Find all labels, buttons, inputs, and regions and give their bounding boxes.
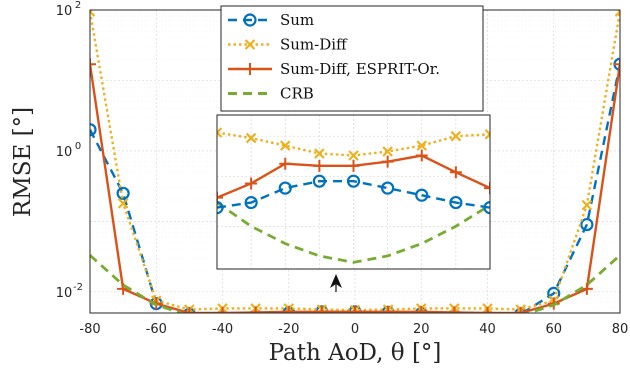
- inset-data-point-sum: [483, 201, 490, 215]
- legend-label: Sum: [280, 11, 314, 29]
- x-tick-label: 20: [413, 322, 430, 337]
- data-point-sum-diff-esprit-or: [614, 58, 620, 71]
- legend-label: CRB: [280, 85, 314, 103]
- data-point-sum-diff: [581, 199, 593, 211]
- inset-data-point-sum-diff-esprit-or: [279, 157, 292, 170]
- series-line-crb: [90, 254, 620, 313]
- x-tick-label: 0: [351, 322, 359, 337]
- inset-data-point-sum-diff: [416, 140, 428, 151]
- data-point-sum-diff: [90, 10, 96, 17]
- data-point-sum-diff-esprit-or: [349, 305, 361, 313]
- data-point-sum-diff-esprit-or: [514, 307, 527, 313]
- data-point-sum-diff: [614, 10, 620, 17]
- inset-data-point-sum-diff-esprit-or: [313, 159, 326, 172]
- inset-data-point-sum-diff-esprit-or: [449, 166, 462, 179]
- legend-label: Sum-Diff, ESPRIT-Or.: [280, 60, 440, 78]
- y-tick-label: 10: [56, 286, 73, 301]
- legend-label: Sum-Diff: [280, 36, 348, 54]
- legend-marker: [243, 13, 257, 27]
- inset-data-point-sum-diff: [348, 150, 359, 161]
- inset-data-point-sum-diff-esprit-or: [217, 191, 223, 204]
- y-tick-label: 10: [56, 4, 73, 19]
- inset-data-point-sum: [312, 174, 326, 188]
- x-tick-label: 40: [479, 322, 496, 337]
- x-tick-labels: -80 -60 -40 -20 0 20 40 60 80: [79, 322, 628, 337]
- data-point-sum-diff-esprit-or: [249, 306, 262, 313]
- data-point-sum-diff-esprit-or: [382, 305, 395, 313]
- inset-data-point-sum: [217, 201, 224, 215]
- zoom-arrow: [330, 274, 342, 292]
- legend-entry-sum-diff-esprit-or: Sum-Diff, ESPRIT-Or.: [228, 60, 440, 78]
- inset-data-point-sum: [244, 195, 258, 210]
- data-point-sum: [580, 217, 594, 232]
- y-axis-label: RMSE [°]: [10, 107, 36, 217]
- data-point-sum: [116, 186, 130, 200]
- inset-data-point-sum-diff: [484, 129, 490, 140]
- data-point-sum-diff-esprit-or: [481, 307, 494, 313]
- inset-series-layer: [217, 127, 490, 264]
- legend-entry-crb: CRB: [228, 85, 314, 103]
- inset-series-sum: [217, 174, 490, 215]
- inset-data-point-sum-diff: [382, 146, 393, 157]
- inset-data-point-sum-diff: [217, 127, 223, 138]
- inset-data-point-sum: [346, 174, 361, 188]
- y-tick-exponent: 2: [75, 0, 81, 11]
- x-tick-label: 80: [612, 322, 629, 337]
- x-axis-label: Path AoD, θ [°]: [269, 340, 442, 366]
- inset-series-sum-diff-esprit-or: [217, 149, 490, 204]
- legend-box: [220, 5, 484, 112]
- data-point-sum-diff-esprit-or: [282, 305, 295, 313]
- inset-data-point-sum: [415, 188, 429, 202]
- x-tick-label: -60: [146, 322, 167, 337]
- inset-data-point-sum-diff-esprit-or: [415, 149, 428, 162]
- inset-data-point-sum-diff: [450, 130, 462, 142]
- data-point-sum-diff-esprit-or: [183, 307, 196, 313]
- inset-data-point-sum: [278, 181, 292, 195]
- inset-data-point-sum-diff: [314, 148, 325, 159]
- y-tick-label: 10: [56, 145, 73, 160]
- inset-series-crb: [217, 201, 490, 264]
- legend-marker: [244, 63, 256, 75]
- series-layer: [90, 10, 620, 313]
- legend-entry-sum-diff: Sum-Diff: [228, 36, 348, 54]
- inset-data-point-sum-diff-esprit-or: [245, 177, 258, 190]
- data-point-sum: [90, 123, 97, 137]
- x-tick-label: 60: [545, 322, 562, 337]
- legend-entry-sum: Sum: [228, 11, 314, 29]
- data-point-sum-diff-esprit-or: [315, 305, 328, 313]
- inset-data-point-sum-diff-esprit-or: [347, 159, 360, 172]
- data-point-sum-diff: [117, 198, 129, 209]
- y-tick-exponent: 0: [75, 141, 81, 152]
- x-tick-label: -80: [79, 322, 100, 337]
- zoom-inset: [216, 114, 491, 270]
- x-tick-label: -20: [278, 322, 299, 337]
- y-tick-exponent: -2: [73, 282, 83, 293]
- inset-data-point-sum: [449, 195, 463, 210]
- series-crb: [90, 254, 620, 313]
- legend: Sum Sum-Diff Sum-Diff, ESPRIT-Or. CRB: [220, 5, 484, 112]
- data-point-sum-diff-esprit-or: [90, 58, 96, 71]
- inset-frame: [216, 114, 491, 270]
- inset-data-point-sum-diff: [245, 132, 257, 144]
- inset-series-sum-diff: [217, 127, 490, 161]
- data-point-sum-diff-esprit-or: [415, 305, 428, 313]
- legend-marker: [244, 39, 256, 50]
- inset-data-point-sum-diff-esprit-or: [381, 155, 394, 168]
- inset-data-point-sum: [381, 181, 395, 195]
- inset-data-point-sum-diff: [279, 140, 291, 151]
- x-tick-label: -40: [212, 322, 233, 337]
- inset-series-line-crb: [217, 201, 490, 264]
- inset-data-point-sum-diff-esprit-or: [484, 182, 490, 195]
- inset-series-line-sum: [217, 179, 490, 209]
- data-point-sum-diff-esprit-or: [448, 306, 461, 313]
- data-point-sum-diff-esprit-or: [216, 307, 229, 313]
